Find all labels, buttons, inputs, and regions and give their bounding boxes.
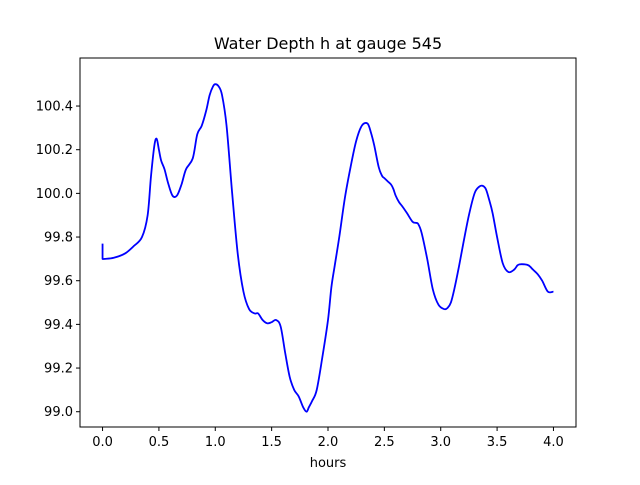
x-tick-label: 0.0	[92, 435, 113, 450]
y-tick-label: 99.6	[44, 274, 73, 289]
chart-title: Water Depth h at gauge 545	[214, 34, 442, 53]
y-tick-label: 100.4	[36, 100, 73, 115]
series-line	[101, 83, 554, 413]
x-tick-label: 1.5	[261, 435, 282, 450]
series-layer	[101, 83, 554, 413]
x-tick-label: 3.5	[487, 435, 508, 450]
y-tick-label: 99.2	[44, 362, 73, 377]
y-tick-label: 99.4	[44, 318, 73, 333]
x-axis-ticks: 0.0 0.5 1.0 1.5 2.0 2.5 3.0 3.5 4.0	[92, 427, 564, 450]
x-tick-label: 2.0	[318, 435, 339, 450]
y-axis-ticks: 99.0 99.2 99.4 99.6 99.8 100.0 100.2 100.4	[36, 100, 80, 420]
x-tick-label: 0.5	[149, 435, 170, 450]
y-tick-label: 100.0	[36, 187, 73, 202]
y-tick-label: 99.8	[44, 231, 73, 246]
x-tick-label: 2.5	[374, 435, 395, 450]
x-tick-label: 3.0	[430, 435, 451, 450]
x-axis-label: hours	[310, 456, 347, 471]
x-tick-label: 4.0	[543, 435, 564, 450]
y-tick-label: 100.2	[36, 143, 73, 158]
plot-frame	[79, 57, 577, 428]
x-tick-label: 1.0	[205, 435, 226, 450]
y-tick-label: 99.0	[44, 405, 73, 420]
